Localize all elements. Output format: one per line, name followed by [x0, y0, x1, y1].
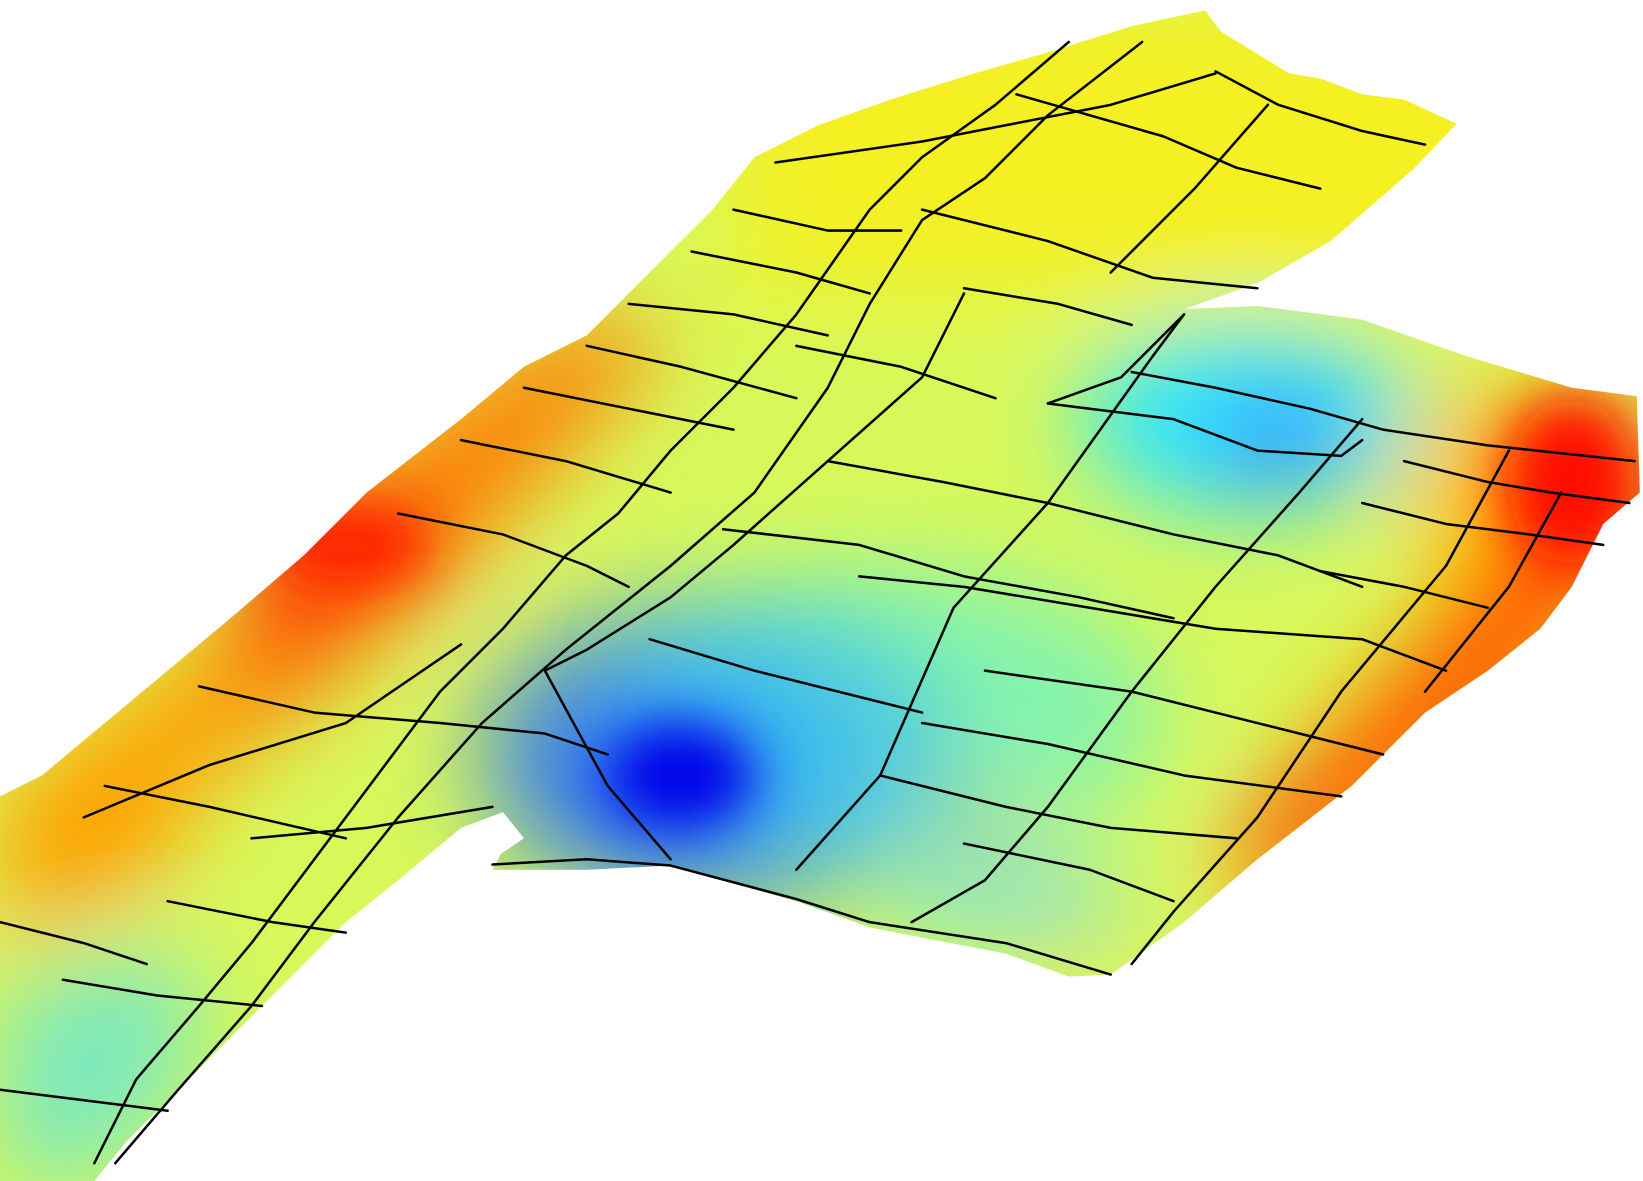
page: {} html, body { margin: 0; padding: 0; b… [0, 0, 1643, 1181]
page-body: (() => { const data = JSON.parse(documen… [0, 0, 1643, 1181]
surface-view [0, 0, 1643, 1181]
